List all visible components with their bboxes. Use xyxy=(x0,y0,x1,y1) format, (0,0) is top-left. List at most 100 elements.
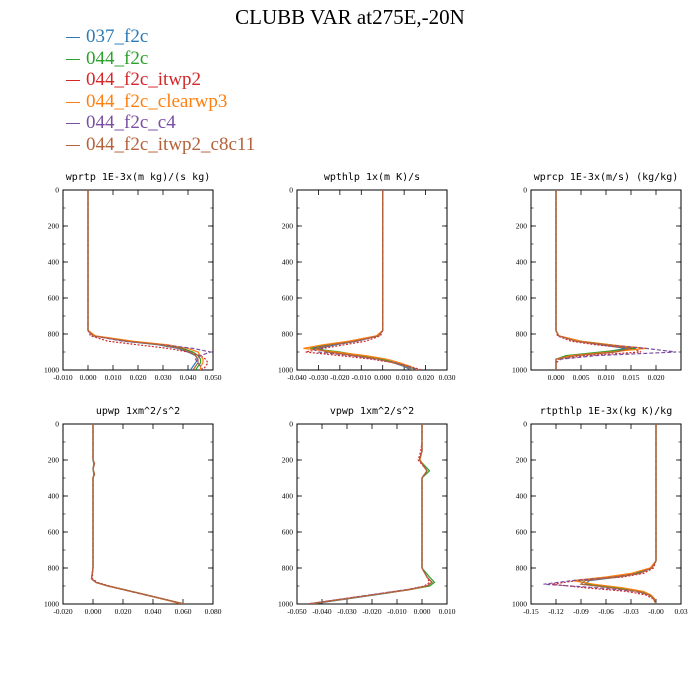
x-tick-label: 0.060 xyxy=(175,607,192,616)
x-tick-label: -0.040 xyxy=(312,607,332,616)
y-tick-label: 0 xyxy=(289,186,293,195)
legend-item: 044_f2c_itwp2 xyxy=(66,69,255,91)
x-tick-label: -0.09 xyxy=(573,607,589,616)
panel-title: wprcp 1E-3x(m/s) (kg/kg) xyxy=(534,172,679,183)
series-line xyxy=(90,424,182,604)
x-tick-label: -0.030 xyxy=(309,373,329,382)
legend-item: 044_f2c_itwp2_c8c11 xyxy=(66,134,255,156)
x-tick-label: -0.020 xyxy=(362,607,382,616)
y-tick-label: 400 xyxy=(516,258,528,267)
y-tick-label: 600 xyxy=(48,294,60,303)
x-tick-label: 0.010 xyxy=(598,373,615,382)
legend-label: 044_f2c_itwp2 xyxy=(86,69,202,90)
x-tick-label: 0.020 xyxy=(115,607,132,616)
y-tick-label: 800 xyxy=(516,564,528,573)
series-line xyxy=(90,424,184,604)
y-tick-label: 600 xyxy=(282,294,294,303)
y-tick-label: 800 xyxy=(282,564,294,573)
series-line xyxy=(579,424,657,604)
legend-line xyxy=(66,37,80,39)
x-tick-label: -0.15 xyxy=(523,607,539,616)
series-line xyxy=(303,190,418,370)
legend-line xyxy=(66,123,80,125)
y-tick-label: 1000 xyxy=(278,366,293,375)
series-line xyxy=(555,190,632,370)
panel-title: upwp 1xm^2/s^2 xyxy=(96,406,180,417)
plot-frame xyxy=(62,423,214,605)
x-tick-label: -0.06 xyxy=(598,607,614,616)
legend-label: 044_f2c_clearwp3 xyxy=(86,90,228,112)
series-line xyxy=(305,190,422,370)
panel: wpthlp 1x(m K)/s02004006008001000-0.040-… xyxy=(278,172,456,382)
y-tick-label: 200 xyxy=(48,456,60,465)
y-tick-label: 200 xyxy=(516,456,528,465)
series-line xyxy=(91,424,184,604)
y-tick-label: 400 xyxy=(48,492,60,501)
y-tick-label: 600 xyxy=(282,528,294,537)
y-tick-label: 1000 xyxy=(44,600,59,609)
series-line xyxy=(306,424,431,604)
x-tick-label: 0.050 xyxy=(205,373,222,382)
x-tick-label: -0.030 xyxy=(337,607,357,616)
y-tick-label: 0 xyxy=(523,186,527,195)
x-tick-label: 0.010 xyxy=(105,373,122,382)
y-tick-label: 0 xyxy=(289,420,293,429)
panel: wprcp 1E-3x(m/s) (kg/kg) 0 200 400 600 800 100… xyxy=(512,172,682,382)
panel-title: rtpthlp 1E-3x(kg K)/kg xyxy=(540,406,672,417)
x-tick-label: 0.000 xyxy=(374,373,391,382)
legend-label: 037_f2c xyxy=(86,26,149,47)
y-tick-label: 1000 xyxy=(512,600,527,609)
x-tick-label: -0.010 xyxy=(387,607,407,616)
legend-line xyxy=(66,101,80,103)
x-tick-label: 0.030 xyxy=(439,373,456,382)
legend: 037_f2c 044_f2c 044_f2c_itwp2 044_f2c_clear… xyxy=(66,26,255,155)
legend-item: 044_f2c_c4 xyxy=(66,112,255,134)
x-tick-label: 0.080 xyxy=(205,607,222,616)
y-tick-label: 1000 xyxy=(44,366,59,375)
series-line xyxy=(310,190,420,370)
y-tick-label: 200 xyxy=(516,222,528,231)
y-tick-label: 800 xyxy=(282,330,294,339)
series-line xyxy=(543,424,657,604)
legend-line xyxy=(66,80,80,82)
x-tick-label: 0.005 xyxy=(573,373,590,382)
series-line xyxy=(90,424,185,604)
x-tick-label: -0.010 xyxy=(352,373,372,382)
x-tick-label: 0.000 xyxy=(85,607,102,616)
y-tick-label: 400 xyxy=(282,258,294,267)
legend-item: 044_f2c_clearwp3 xyxy=(66,91,255,113)
x-tick-label: 0.000 xyxy=(548,373,565,382)
panel-title: wprtp 1E-3x(m kg)/(s kg) xyxy=(66,172,211,183)
y-tick-label: 800 xyxy=(48,564,60,573)
y-tick-label: 400 xyxy=(282,492,294,501)
x-tick-label: 0.040 xyxy=(180,373,197,382)
series-line xyxy=(90,424,184,604)
series-line xyxy=(314,190,414,370)
x-tick-label: 0.040 xyxy=(145,607,162,616)
y-tick-label: 0 xyxy=(55,186,59,195)
panel: vpwp 1xm^2/s^2 0 200 400 600 800 1000-0.050 -0.… xyxy=(278,406,456,616)
x-tick-label: -0.050 xyxy=(287,607,307,616)
x-tick-label: -0.12 xyxy=(548,607,564,616)
x-tick-label: 0.030 xyxy=(155,373,172,382)
x-tick-label: -0.020 xyxy=(330,373,350,382)
panel: wprtp 1E-3x(m kg)/(s kg) 0 200 400 600 800 100… xyxy=(44,172,222,382)
series-line xyxy=(309,424,433,604)
series-line xyxy=(309,424,433,604)
x-tick-label: -0.010 xyxy=(53,373,73,382)
x-tick-label: -0.020 xyxy=(53,607,73,616)
x-tick-label: 0.015 xyxy=(623,373,640,382)
legend-line xyxy=(66,144,80,146)
plot-frame xyxy=(530,189,682,371)
x-tick-label: 0.020 xyxy=(417,373,434,382)
y-tick-label: 600 xyxy=(48,528,60,537)
panel-title: vpwp 1xm^2/s^2 xyxy=(330,406,414,417)
x-tick-label: -0.03 xyxy=(623,607,639,616)
plot-frame xyxy=(296,423,448,605)
legend-label: 044_f2c_itwp2_c8c11 xyxy=(86,133,256,155)
series-line xyxy=(309,424,436,604)
y-tick-label: 1000 xyxy=(278,600,293,609)
x-tick-label: 0.020 xyxy=(648,373,665,382)
x-tick-label: -0.00 xyxy=(648,607,664,616)
